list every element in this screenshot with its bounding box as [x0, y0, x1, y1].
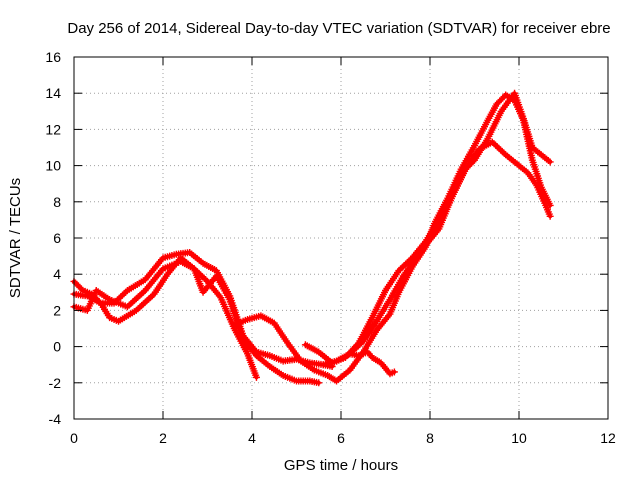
data-series [70, 89, 554, 387]
series-point-markers [301, 138, 554, 367]
y-tick-label: -4 [49, 411, 62, 427]
axis-ticks: 0 2 4 6 8 10 12 -4 -2 0 2 4 6 8 10 12 14 16 [45, 49, 616, 446]
x-tick-label: 2 [159, 430, 167, 446]
y-tick-label: 6 [53, 230, 61, 246]
y-tick-label: 2 [53, 302, 61, 318]
x-tick-label: 8 [426, 430, 434, 446]
y-tick-label: 8 [53, 194, 61, 210]
y-axis-label: SDTVAR / TECUs [7, 178, 24, 298]
y-tick-label: 12 [45, 121, 61, 137]
y-tick-label: 4 [53, 266, 61, 282]
y-tick-label: 16 [45, 49, 61, 65]
y-tick-label: 14 [45, 85, 61, 101]
y-tick-label: -2 [49, 375, 62, 391]
series-point-markers [319, 89, 554, 369]
grid-lines [74, 57, 608, 419]
series-7 [346, 348, 398, 378]
series-point-markers [70, 258, 323, 387]
series-3 [70, 258, 323, 387]
x-tick-label: 6 [337, 430, 345, 446]
series-1 [70, 254, 260, 381]
series-6 [319, 89, 554, 369]
x-tick-label: 0 [70, 430, 78, 446]
chart-title: Day 256 of 2014, Sidereal Day-to-day VTE… [67, 20, 610, 37]
x-tick-label: 12 [600, 430, 616, 446]
series-4 [230, 91, 554, 385]
y-tick-label: 0 [53, 339, 61, 355]
series-5 [301, 138, 554, 367]
x-tick-label: 10 [511, 430, 527, 446]
series-point-markers [230, 91, 554, 385]
series-point-markers [70, 254, 260, 381]
x-axis-label: GPS time / hours [284, 457, 398, 474]
y-tick-label: 10 [45, 158, 61, 174]
x-tick-label: 4 [248, 430, 256, 446]
series-point-markers [346, 348, 398, 378]
series-trace [303, 140, 553, 365]
